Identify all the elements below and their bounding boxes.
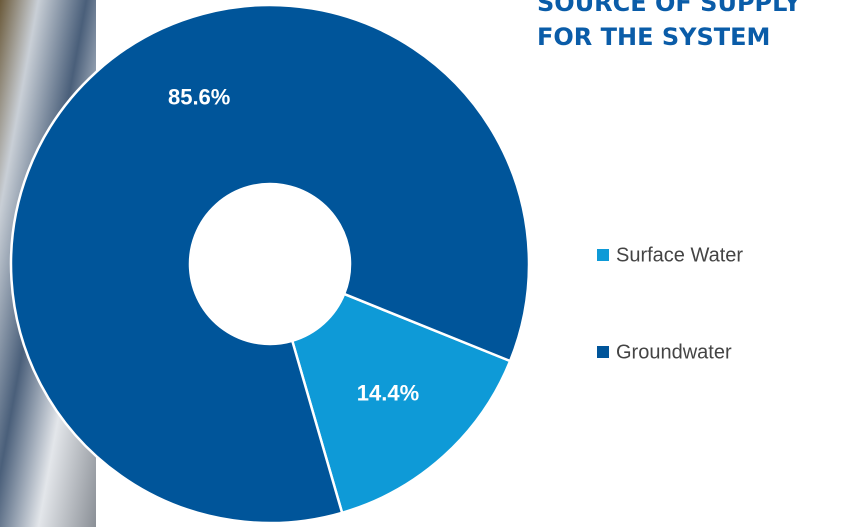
legend-label: Surface Water: [616, 244, 743, 266]
slice: [290, 292, 512, 515]
value-label: 14.4%: [357, 380, 419, 405]
legend-swatch: [597, 249, 609, 261]
chart-title: SOURCE OF SUPPLY FOR THE SYSTEM: [537, 0, 802, 51]
legend-label: Groundwater: [616, 341, 732, 363]
slice: [9, 3, 531, 525]
legend-swatch: [597, 346, 609, 358]
value-label: 85.6%: [168, 84, 230, 109]
